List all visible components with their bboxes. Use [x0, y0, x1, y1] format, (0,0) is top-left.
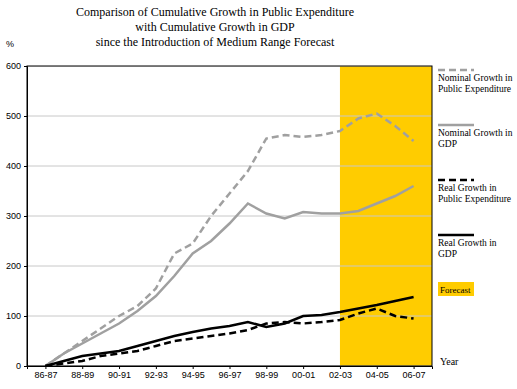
legend-label-line: Nominal Growth in — [438, 73, 513, 83]
x-tick-label: 00-01 — [292, 370, 315, 380]
x-tick-mark — [377, 366, 378, 369]
legend-label-line: Real Growth in — [438, 183, 497, 193]
y-tick-label: 600 — [6, 61, 21, 71]
y-axis-label: % — [6, 39, 14, 49]
legend-label-line: Nominal Growth in — [438, 128, 513, 138]
title-line: since the Introduction of Medium Range F… — [96, 35, 335, 49]
legend: Nominal Growth inPublic ExpenditureNomin… — [438, 70, 513, 296]
x-tick-label: 94-95 — [182, 370, 205, 380]
x-tick-label: 06-07 — [403, 370, 426, 380]
legend-label-line: GDP — [438, 249, 457, 259]
legend-label-line: GDP — [438, 139, 457, 149]
x-tick-mark — [45, 366, 46, 369]
x-tick: 88-89 — [71, 366, 94, 380]
y-tick: 200 — [6, 261, 27, 271]
x-tick: 90-91 — [108, 366, 131, 380]
y-tick: 300 — [6, 211, 27, 221]
legend-label: Forecast — [440, 285, 471, 295]
x-tick-label: 02-03 — [329, 370, 352, 380]
x-tick-mark — [230, 366, 231, 369]
x-tick: 06-07 — [403, 366, 426, 380]
title: Comparison of Cumulative Growth in Publi… — [76, 5, 354, 49]
x-tick-mark — [156, 366, 157, 369]
legend-item: Real Growth inGDP — [438, 235, 497, 259]
x-axis-label: Year — [440, 356, 459, 367]
x-tick: 00-01 — [292, 366, 315, 380]
x-tick-label: 04-05 — [366, 370, 389, 380]
y-tick: 600 — [6, 61, 27, 71]
x-tick-label: 98-99 — [255, 370, 278, 380]
title-line: Comparison of Cumulative Growth in Publi… — [76, 5, 354, 19]
x-tick: 92-93 — [145, 366, 168, 380]
x-tick-mark — [193, 366, 194, 369]
y-tick-label: 300 — [6, 211, 21, 221]
x-tick-mark — [119, 366, 120, 369]
chart: Comparison of Cumulative Growth in Publi… — [0, 0, 517, 389]
y-tick: 400 — [6, 161, 27, 171]
grid-line — [27, 316, 432, 317]
grid-line — [27, 216, 432, 217]
x-tick: 94-95 — [182, 366, 205, 380]
legend-item: Nominal Growth inGDP — [438, 125, 513, 149]
y-tick-label: 100 — [6, 311, 21, 321]
y-tick: 100 — [6, 311, 27, 321]
legend-item: Real Growth inPublic Expenditure — [438, 180, 511, 204]
x-axis: 86-87 88-89 90-91 92-93 94-95 96-97 98-99 00-01… — [28, 366, 433, 380]
legend-label: Real Growth inPublic Expenditure — [438, 183, 511, 204]
legend-item: Forecast — [438, 282, 474, 296]
x-tick-label: 90-91 — [108, 370, 131, 380]
y-tick-label: 200 — [6, 261, 21, 271]
legend-label-line: Public Expenditure — [438, 194, 511, 204]
y-tick-mark — [24, 166, 27, 167]
x-tick-mark — [340, 366, 341, 369]
series-line — [45, 186, 413, 366]
grid-line — [27, 166, 432, 167]
y-axis: 0 100 200 300 400 500 600 — [6, 61, 28, 371]
series-line — [45, 114, 413, 367]
x-tick: 96-97 — [218, 366, 241, 380]
x-tick-mark — [266, 366, 267, 369]
y-tick-label: 500 — [6, 111, 21, 121]
y-tick-label: 0 — [16, 361, 21, 371]
title-line: with Cumulative Growth in GDP — [135, 20, 295, 34]
x-tick-mark — [82, 366, 83, 369]
legend-label-line: Public Expenditure — [438, 84, 511, 94]
x-tick-label: 86-87 — [34, 370, 57, 380]
legend-swatch — [438, 69, 474, 72]
y-tick: 500 — [6, 111, 27, 121]
legend-swatch — [438, 234, 474, 237]
y-axis-line — [24, 67, 28, 367]
x-tick-label: 88-89 — [71, 370, 94, 380]
legend-swatch — [438, 282, 474, 296]
x-tick: 04-05 — [366, 366, 389, 380]
series-line — [45, 309, 413, 367]
series-line — [45, 297, 413, 366]
x-tick: 02-03 — [329, 366, 352, 380]
y-tick-mark — [24, 366, 27, 367]
x-tick-label: 92-93 — [145, 370, 168, 380]
x-tick-label: 96-97 — [218, 370, 241, 380]
x-tick: 98-99 — [255, 366, 278, 380]
legend-swatch — [438, 124, 474, 127]
legend-swatch — [438, 179, 474, 182]
y-tick-mark — [24, 216, 27, 217]
plot-frame — [27, 66, 432, 366]
y-tick-label: 400 — [6, 161, 21, 171]
x-axis-line — [28, 367, 433, 370]
grid-line — [27, 266, 432, 267]
legend-item: Nominal Growth inPublic Expenditure — [438, 70, 513, 94]
x-tick-mark — [414, 366, 415, 369]
y-tick: 0 — [16, 361, 27, 371]
x-tick: 86-87 — [34, 366, 57, 380]
legend-label: Real Growth inGDP — [438, 238, 497, 259]
legend-label: Nominal Growth inGDP — [438, 128, 513, 149]
y-tick-mark — [24, 66, 27, 67]
legend-label-line: Real Growth in — [438, 238, 497, 248]
plot-area — [27, 66, 432, 366]
x-tick-mark — [303, 366, 304, 369]
legend-label: Nominal Growth inPublic Expenditure — [438, 73, 513, 94]
y-tick-mark — [24, 266, 27, 267]
y-tick-mark — [24, 316, 27, 317]
y-tick-mark — [24, 116, 27, 117]
